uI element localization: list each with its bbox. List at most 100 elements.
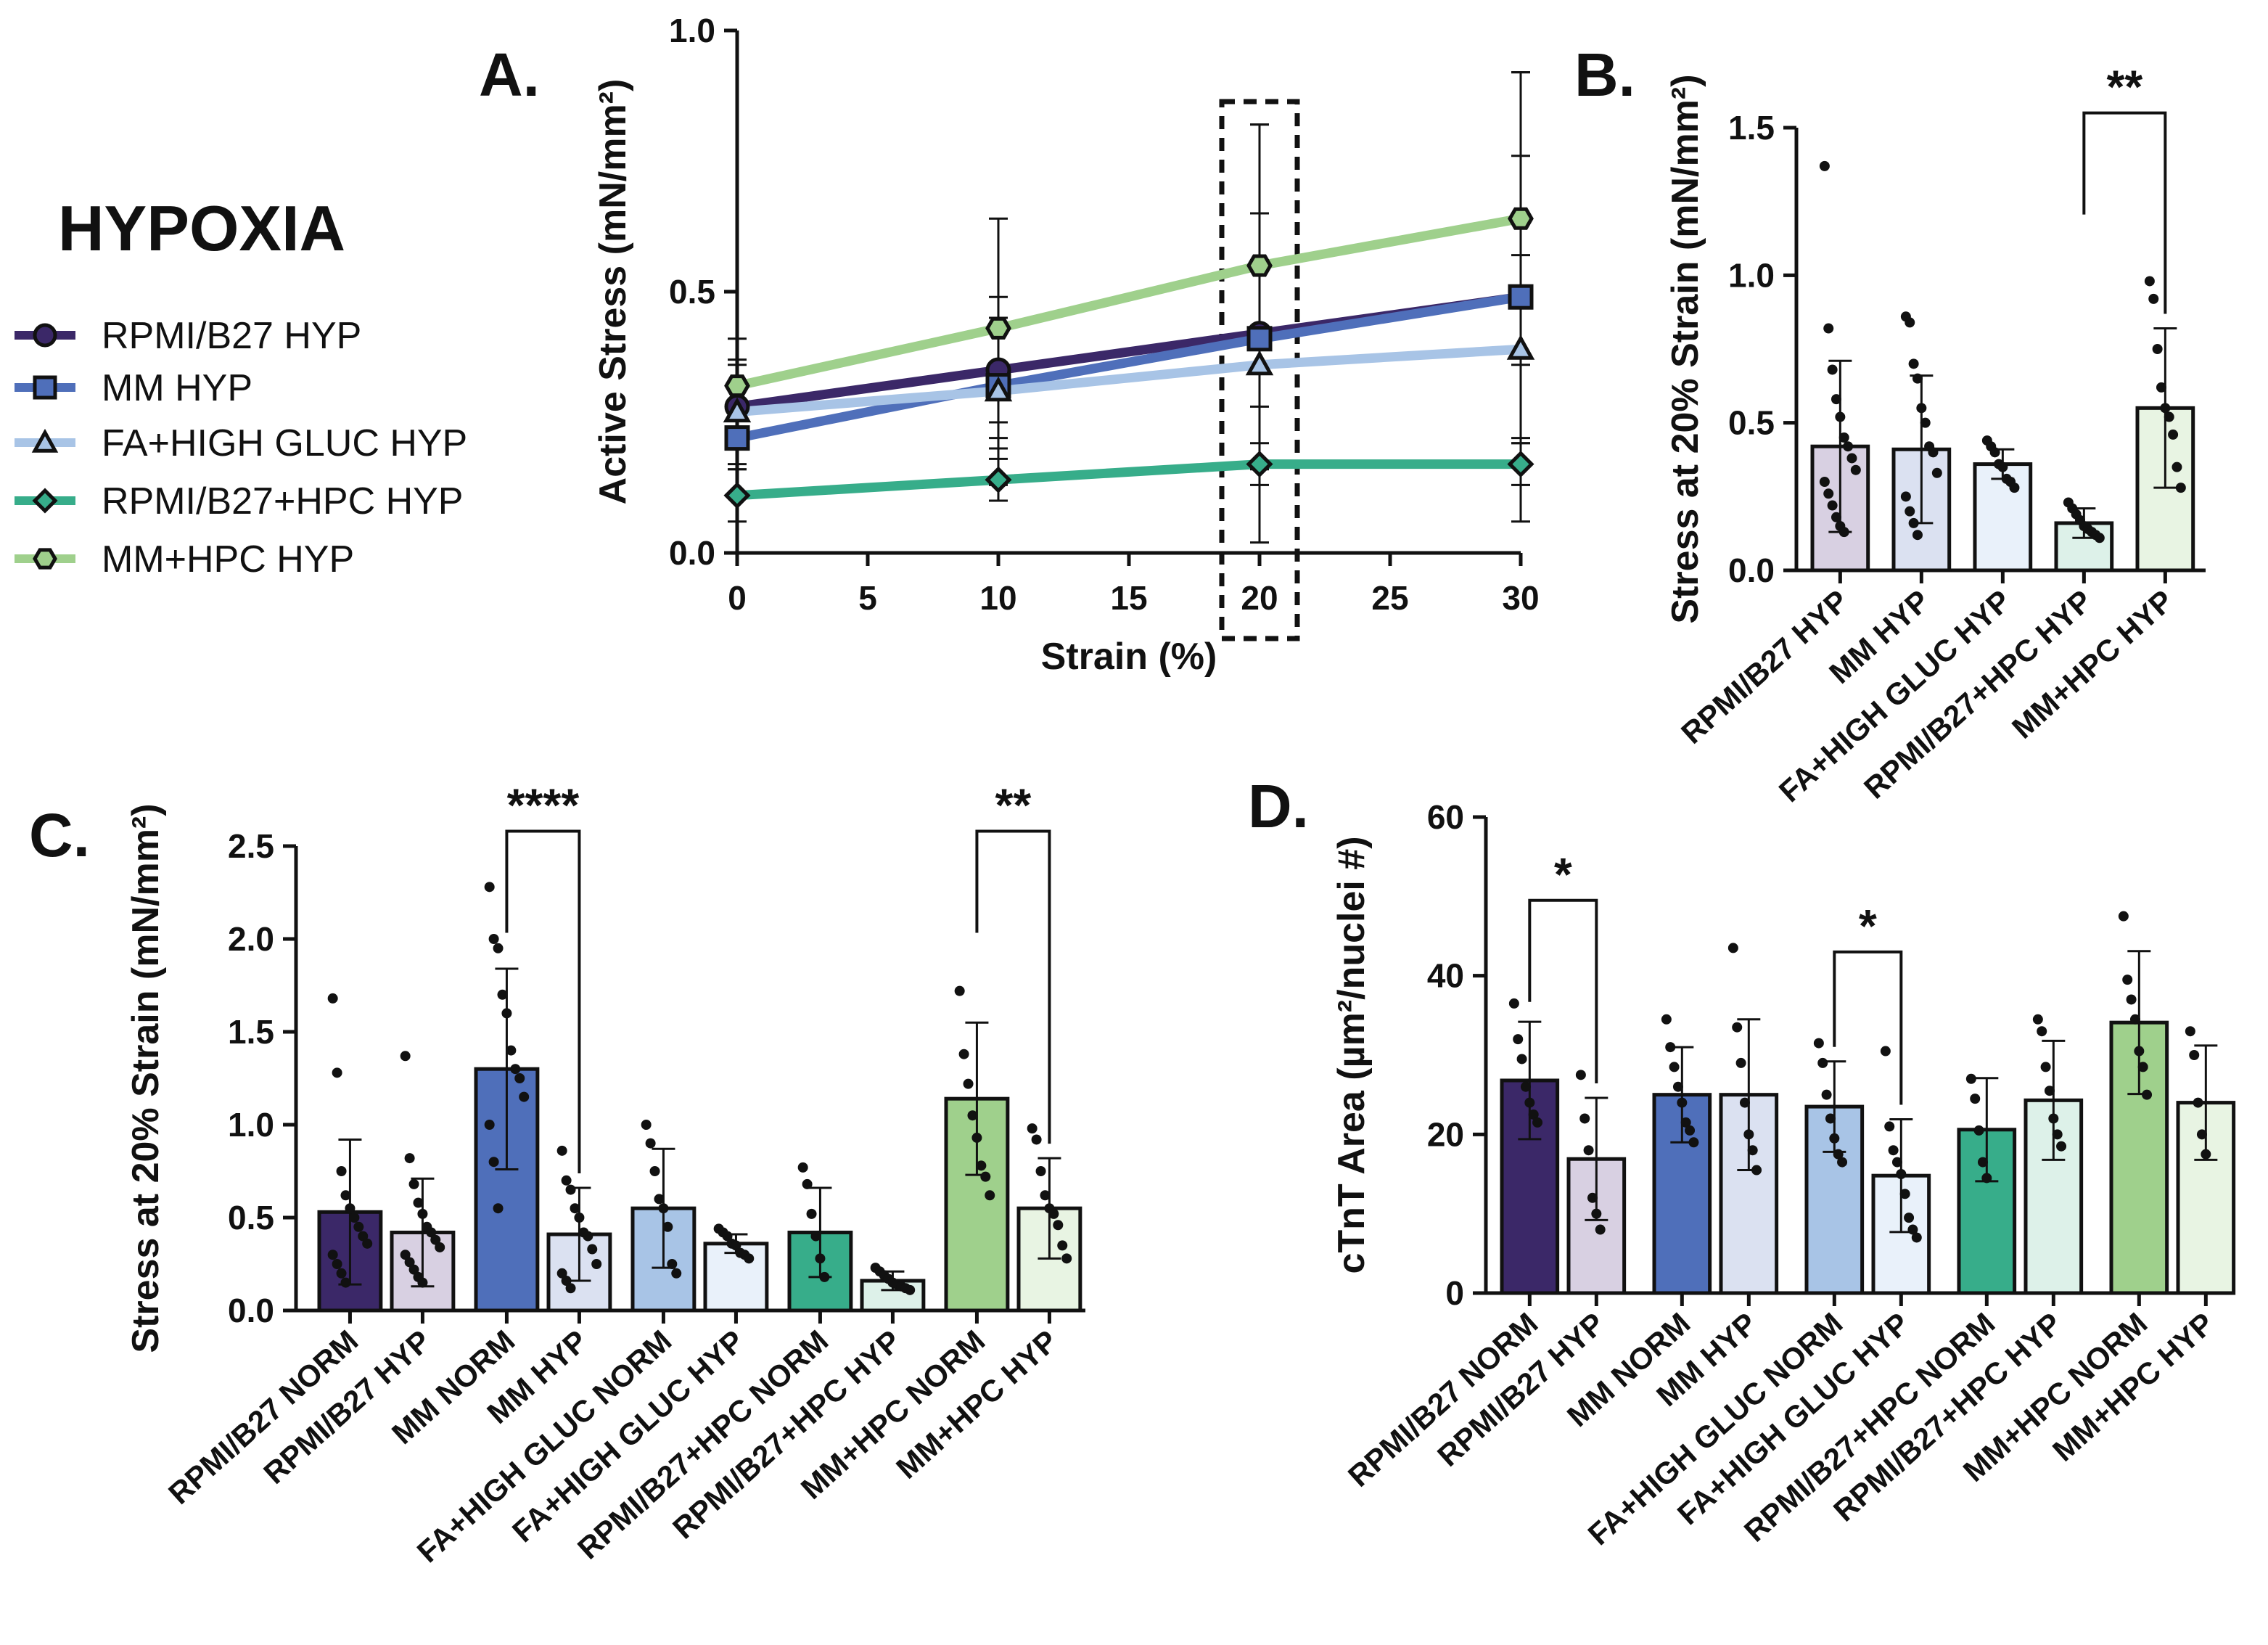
b-dot-0-3 <box>1831 394 1841 405</box>
d-dot-5-6 <box>1904 1213 1915 1223</box>
c-dot-4-4 <box>658 1203 669 1214</box>
legend-item-4: MM+HPC HYP <box>15 538 354 581</box>
b-dot-0-7 <box>1846 453 1857 464</box>
d-dot-7-4 <box>2048 1113 2059 1124</box>
c-dot-3-9 <box>556 1268 567 1279</box>
b-dot-4-1 <box>2148 293 2159 304</box>
d-bar-group-9 <box>2176 1026 2236 1295</box>
b-dot-4-3 <box>2156 382 2166 393</box>
d-dot-4-6 <box>1837 1157 1848 1168</box>
a-series-line-4 <box>736 213 1522 390</box>
b-dot-1-11 <box>1908 517 1919 528</box>
b-bar-group-0 <box>1810 160 1870 573</box>
d-dot-9-2 <box>2193 1097 2203 1108</box>
d-dot-4-2 <box>1821 1089 1832 1100</box>
c-dot-9-8 <box>1061 1253 1072 1264</box>
b-dot-1-8 <box>1931 467 1942 478</box>
a-series-1 <box>736 292 1522 443</box>
b-dot-4-0 <box>2144 276 2155 287</box>
b-sig-bracket-0 <box>2082 111 2167 314</box>
c-dot-0-3 <box>340 1190 351 1201</box>
b-dot-1-2 <box>1908 358 1919 369</box>
b-dot-0-10 <box>1823 488 1834 499</box>
c-dot-9-5 <box>1048 1208 1059 1219</box>
c-dot-3-11 <box>565 1283 576 1294</box>
c-dot-1-6 <box>426 1227 437 1238</box>
d-sig-label-1: * <box>1859 900 1877 952</box>
b-ytick-label: 1.0 <box>1728 256 1775 294</box>
legend-item-0: RPMI/B27 HYP <box>15 315 361 357</box>
d-bar-group-7 <box>2023 1014 2084 1295</box>
legend-label-1: MM HYP <box>102 367 252 409</box>
c-dot-8-5 <box>976 1160 987 1171</box>
legend-marker-3 <box>32 488 58 514</box>
c-bar-group-7 <box>860 1263 926 1313</box>
b-dot-2-2 <box>1989 447 2000 458</box>
panel-label-b: B. <box>1574 41 1635 109</box>
d-dot-8-3 <box>2129 1014 2140 1025</box>
d-dot-6-4 <box>1981 1173 1992 1184</box>
c-sig-bracket-1 <box>975 829 1051 1144</box>
d-dot-4-4 <box>1829 1133 1840 1144</box>
c-dot-4-3 <box>654 1194 665 1205</box>
b-dot-3-8 <box>2094 533 2105 543</box>
d-dot-1-4 <box>1591 1208 1602 1219</box>
d-dot-5-4 <box>1896 1169 1907 1179</box>
c-dot-8-6 <box>980 1171 991 1182</box>
b-dot-4-8 <box>2175 483 2186 493</box>
c-dot-6-4 <box>815 1253 826 1264</box>
d-dot-1-2 <box>1583 1145 1594 1156</box>
d-dot-5-2 <box>1888 1145 1899 1156</box>
d-dot-8-4 <box>2134 1046 2145 1057</box>
c-dot-1-13 <box>417 1277 428 1288</box>
d-ytick-label: 0 <box>1445 1274 1464 1312</box>
c-dot-8-0 <box>954 985 965 996</box>
d-dot-8-0 <box>2118 911 2129 922</box>
c-dot-0-0 <box>327 993 338 1004</box>
c-dot-3-2 <box>565 1184 576 1195</box>
c-bar-group-5 <box>703 1223 769 1313</box>
b-bar-group-2 <box>1973 435 2033 573</box>
b-dot-1-10 <box>1905 506 1915 517</box>
a-point-4-2 <box>1246 254 1273 277</box>
d-dot-7-6 <box>2056 1141 2067 1152</box>
c-dot-3-1 <box>561 1175 572 1186</box>
c-sig-label-0: **** <box>507 779 580 832</box>
b-dot-1-7 <box>1928 447 1939 458</box>
c-dot-2-10 <box>488 1157 499 1168</box>
b-ytick-label: 0.0 <box>1728 551 1775 589</box>
a-point-4-1 <box>985 316 1011 340</box>
c-dot-1-3 <box>413 1197 424 1208</box>
legend-marker-1 <box>33 375 57 400</box>
d-dot-3-3 <box>1739 1097 1750 1108</box>
a-ytick-label: 0.5 <box>669 273 715 311</box>
c-dot-3-4 <box>574 1213 585 1223</box>
a-point-2-0 <box>723 397 752 423</box>
c-dot-1-10 <box>404 1257 415 1268</box>
d-errorbar-9 <box>2194 1044 2218 1161</box>
d-ytick-label: 60 <box>1427 798 1464 836</box>
panel-label-a: A. <box>479 41 540 109</box>
a-series-line-3 <box>736 459 1521 501</box>
a-point-1-2 <box>1246 326 1273 352</box>
d-dot-3-0 <box>1727 943 1738 953</box>
legend-label-3: RPMI/B27+HPC HYP <box>102 480 464 522</box>
a-series-3 <box>736 459 1521 501</box>
d-dot-3-4 <box>1743 1129 1754 1140</box>
d-dot-6-0 <box>1965 1073 1976 1084</box>
d-dot-3-5 <box>1747 1145 1758 1156</box>
c-ytick-label: 2.0 <box>228 920 274 958</box>
a-x-axis-title: Strain (%) <box>1041 636 1217 678</box>
c-dot-2-8 <box>519 1091 530 1102</box>
b-dot-2-7 <box>2009 483 2020 493</box>
d-dot-3-1 <box>1732 1022 1743 1033</box>
c-dot-2-5 <box>506 1045 517 1056</box>
c-dot-1-9 <box>400 1250 411 1260</box>
d-dot-8-1 <box>2122 975 2133 985</box>
d-dot-2-7 <box>1688 1137 1699 1148</box>
b-y-axis-title: Stress at 20% Strain (mN/mm²) <box>1664 74 1706 623</box>
c-dot-0-7 <box>358 1231 369 1242</box>
d-ytick-label: 40 <box>1427 957 1464 995</box>
a-point-4-3 <box>1508 207 1534 230</box>
